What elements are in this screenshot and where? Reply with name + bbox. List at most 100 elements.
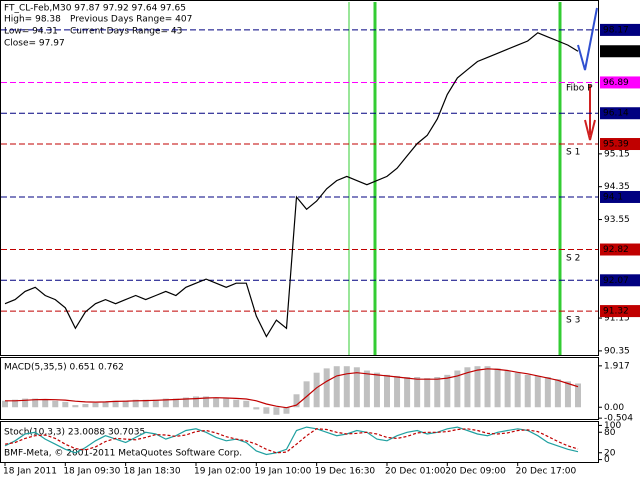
histogram-bar <box>243 400 250 408</box>
macd-title: MACD(5,35,5) 0.651 0.762 <box>4 363 124 373</box>
x-tick-label: 20 Dec 09:00 <box>445 467 506 477</box>
stoch-panel <box>0 421 599 463</box>
histogram-bar <box>373 372 380 408</box>
histogram-bar <box>474 366 481 408</box>
level-box <box>600 107 640 120</box>
x-tick-label: 19 Jan 10:00 <box>254 467 311 477</box>
histogram-bar <box>72 405 79 408</box>
x-tick-label: 19 Jan 02:00 <box>194 467 251 477</box>
info: Low= 94.31 <box>4 27 58 37</box>
histogram-bar <box>313 372 320 408</box>
y-tick-label: 90.35 <box>604 346 630 356</box>
level-label: 91.32 <box>603 307 629 317</box>
histogram-bar <box>434 377 441 408</box>
y-tick-label: 1.917 <box>604 361 630 371</box>
histogram-bar <box>172 398 179 408</box>
histogram-bar <box>182 397 189 408</box>
level-label: 96.14 <box>603 109 629 119</box>
histogram-bar <box>363 370 370 408</box>
level-box <box>600 76 640 89</box>
histogram-bar <box>494 368 501 408</box>
x-tick-label: 18 Jan 18:30 <box>124 467 181 477</box>
x-tick-label: 20 Dec 17:00 <box>516 467 577 477</box>
chart-title: FT_CL-Feb,M30 97.87 97.92 97.64 97.65 <box>4 4 186 14</box>
x-tick-label: 18 Jan 2011 <box>3 467 57 477</box>
series-line <box>4 426 579 456</box>
level-box <box>600 305 640 318</box>
histogram-bar <box>82 404 89 408</box>
histogram-bar <box>353 367 360 408</box>
level-annotation: Fibo P <box>566 84 593 94</box>
level-box <box>600 243 640 256</box>
histogram-bar <box>534 375 541 408</box>
macd-panel <box>0 357 599 420</box>
histogram-bar <box>42 399 49 408</box>
price-box <box>600 45 640 58</box>
level-annotation: S 3 <box>566 316 580 326</box>
level-box <box>600 23 640 36</box>
histogram-bar <box>92 402 99 408</box>
histogram-bar <box>464 367 471 408</box>
histogram-bar <box>564 381 571 408</box>
histogram-bar <box>233 399 240 408</box>
y-tick-label: 20 <box>604 448 616 458</box>
histogram-bar <box>424 378 431 408</box>
down-arrow-head <box>584 119 596 141</box>
histogram-bar <box>132 399 139 408</box>
histogram-bar <box>343 366 350 408</box>
info: Close= 97.97 <box>4 39 65 49</box>
histogram-bar <box>223 398 230 408</box>
histogram-bar <box>283 407 290 414</box>
histogram-bar <box>575 383 581 408</box>
period-separators <box>348 2 562 355</box>
level-label: 95.39 <box>603 140 629 150</box>
main-panel <box>0 0 599 356</box>
price-label: 97.65 <box>603 47 629 57</box>
y-tick-label: 100 <box>604 421 621 431</box>
histogram-bar <box>404 377 411 408</box>
histogram-bar <box>32 398 39 408</box>
level-box <box>600 190 640 203</box>
histogram-bar <box>122 400 129 408</box>
info: Current Days Range= 43 <box>70 27 182 37</box>
level-annotation: S 1 <box>566 148 580 158</box>
histogram-bar <box>203 396 210 408</box>
info: Previous Days Range= 407 <box>70 15 192 25</box>
histogram-bar <box>293 394 300 408</box>
level-annotation: S 2 <box>566 254 580 264</box>
histogram-bar <box>323 368 330 408</box>
y-tick-label: 0.00 <box>604 403 624 413</box>
histogram-bar <box>22 398 29 408</box>
histogram-bar <box>524 374 531 408</box>
series-line <box>5 368 579 409</box>
stoch-title: Stoch(10,3,3) 23.0088 30.7035 <box>4 428 145 438</box>
histogram-bar <box>12 399 19 408</box>
histogram-bar <box>62 401 69 408</box>
y-tick-label: -0.504 <box>604 414 633 424</box>
info: High= 98.38 <box>4 15 61 25</box>
panel-borders <box>0 0 599 463</box>
series-line <box>4 428 579 454</box>
series-line <box>4 32 579 338</box>
y-tick-label: 0 <box>604 455 610 465</box>
histogram-bar <box>253 407 260 410</box>
histogram-bar <box>414 377 421 408</box>
histogram-bar <box>263 407 270 414</box>
y-tick-label: 95.15 <box>604 149 630 159</box>
y-tick-label: 93.55 <box>604 215 630 225</box>
histogram-bar <box>303 381 310 408</box>
histogram-bar <box>213 397 220 408</box>
histogram-bar <box>2 400 8 408</box>
level-label: 94.1 <box>603 192 623 202</box>
histogram-bar <box>514 372 521 408</box>
x-tick-label: 19 Dec 16:30 <box>315 467 376 477</box>
histogram-bar <box>504 370 511 408</box>
histogram-bar <box>112 400 119 408</box>
histogram-bar <box>193 396 199 408</box>
histogram-bar <box>394 375 401 408</box>
histogram-bar <box>152 399 159 408</box>
histogram-bar <box>273 407 280 415</box>
histogram-bar <box>52 400 59 408</box>
